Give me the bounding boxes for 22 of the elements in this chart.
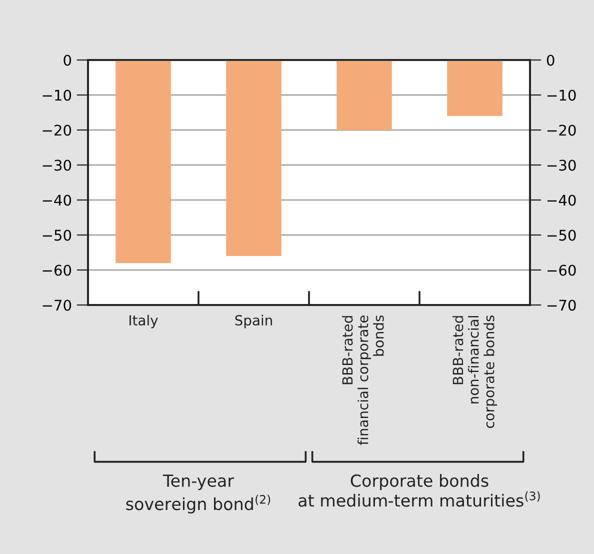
y2-tick-label: −50 <box>548 230 576 241</box>
x-tick-label: BBB-rated non-financial corporate bonds <box>452 315 498 428</box>
y-tick-label: −70 <box>42 300 72 311</box>
text: Ten-year sovereign bond$^{(2)}$ <box>126 474 270 514</box>
y2-tick-label: −30 <box>548 160 576 171</box>
y2-tick-label: −70 <box>548 300 576 311</box>
y2-tick-label: −40 <box>548 194 576 206</box>
x-tick-label: Spain <box>235 314 272 328</box>
y-tick-label: −20 <box>42 124 72 136</box>
x-tick-label: Italy <box>130 314 158 328</box>
y2-tick-label: −60 <box>548 264 576 276</box>
y2-tick-label: 0 <box>546 54 554 66</box>
y2-tick-label: −10 <box>548 90 576 101</box>
y-tick-label: −10 <box>42 90 72 101</box>
y-tick-label: −50 <box>42 230 72 241</box>
y2-tick-label: −20 <box>548 124 576 136</box>
y-tick-label: 0 <box>64 54 72 66</box>
x-tick-label: BBB-rated financial corporate bonds <box>342 315 384 445</box>
text: Corporate bonds at medium-term maturities$^{(3)}$ <box>298 474 540 507</box>
y-tick-label: −30 <box>42 160 72 171</box>
y-tick-label: −40 <box>42 194 72 206</box>
y-tick-label: −60 <box>42 264 72 276</box>
